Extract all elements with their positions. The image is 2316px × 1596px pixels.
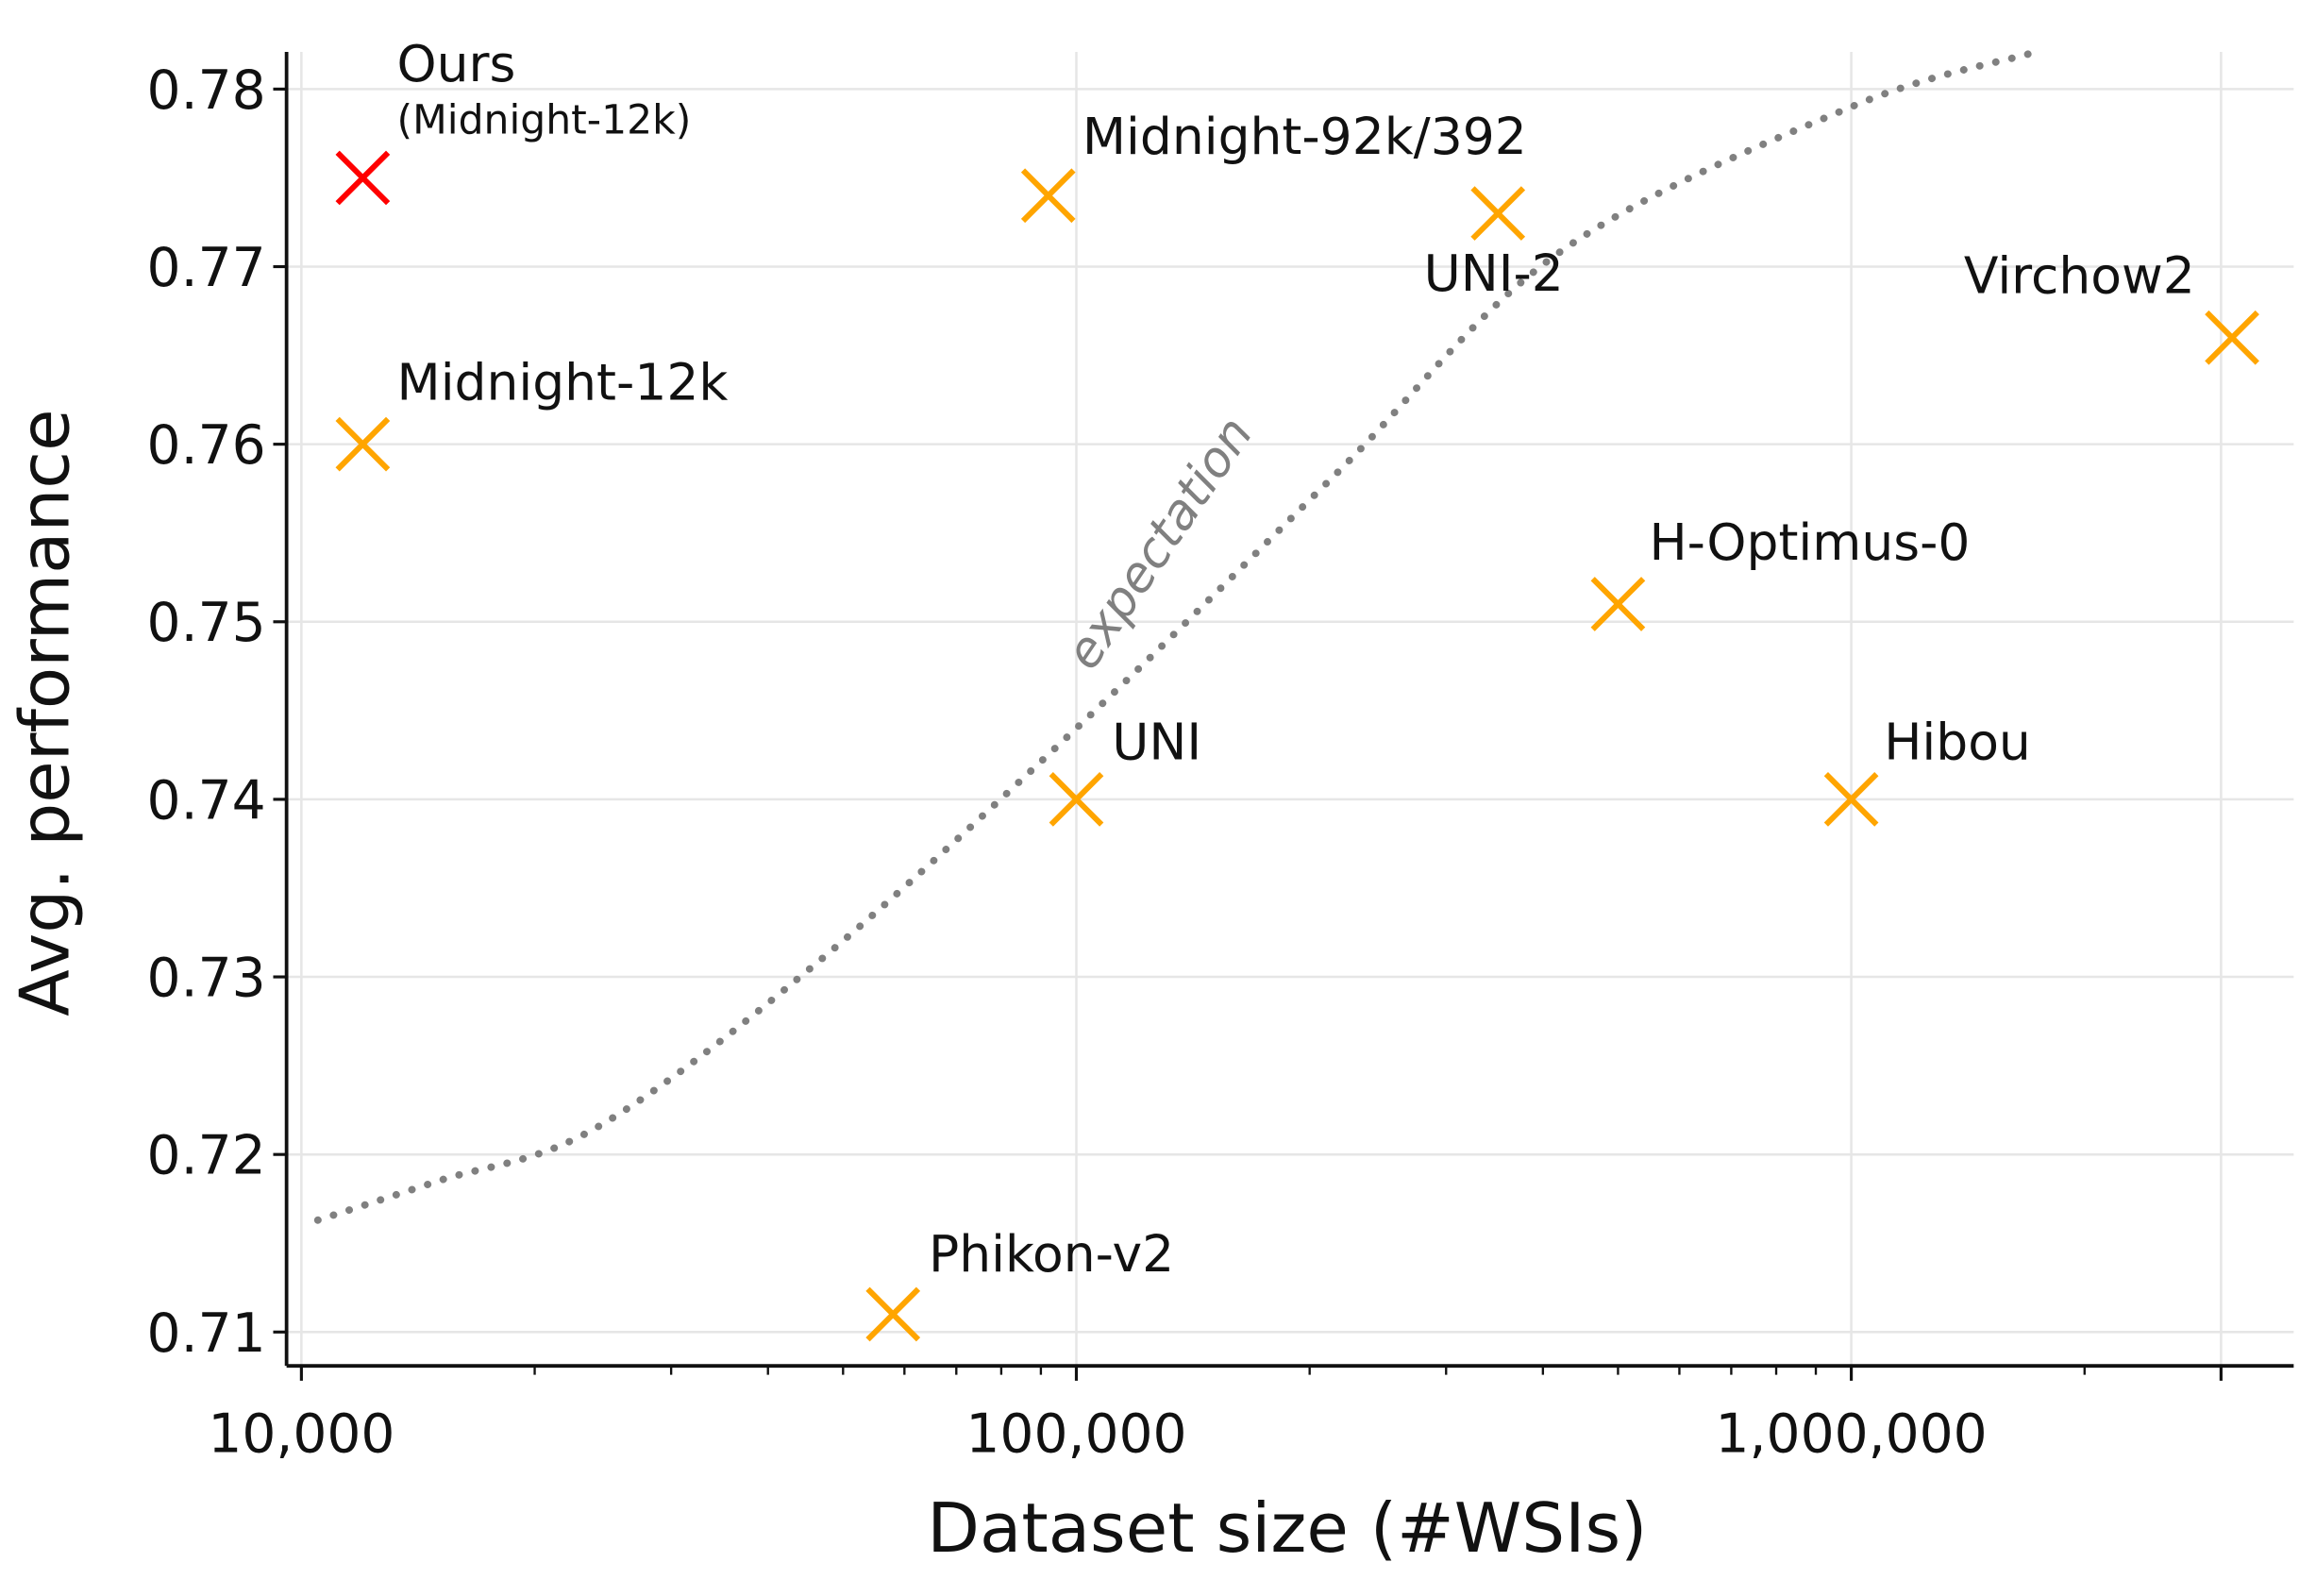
y-tick-label: 0.76 — [147, 414, 266, 477]
point-label: Ours — [397, 34, 516, 93]
data-point: Midnight-12k — [335, 352, 729, 472]
point-label: UNI — [1112, 712, 1201, 771]
x-marker — [335, 150, 391, 206]
data-point: UNI-2 — [1424, 186, 1564, 303]
point-label: H-Optimus-0 — [1649, 512, 1970, 572]
y-tick-label: 0.71 — [147, 1302, 266, 1365]
data-point: Midnight-92k/392 — [1020, 107, 1527, 224]
y-tick-label: 0.77 — [147, 237, 266, 299]
y-tick-label: 0.74 — [147, 769, 266, 832]
data-points: Ours(Midnight-12k) Midnight-12k Midnight-9… — [335, 34, 2259, 1342]
y-tick-label: 0.75 — [147, 592, 266, 654]
x-marker — [1590, 577, 1646, 631]
data-point: H-Optimus-0 — [1590, 512, 1970, 631]
axes — [284, 52, 2294, 1369]
y-tick-label: 0.72 — [147, 1125, 266, 1187]
data-point: Hibou — [1823, 712, 2031, 827]
data-point: UNI — [1049, 712, 1201, 827]
expectation-label: expectation — [1055, 407, 1265, 680]
point-label: Virchow2 — [1964, 246, 2195, 306]
x-marker — [335, 416, 391, 472]
point-label: Midnight-92k/392 — [1082, 107, 1527, 166]
ticks: 0.71 0.72 0.73 0.74 0.75 0.76 0.77 0.78 10,000 10… — [147, 59, 2223, 1465]
gridlines — [286, 52, 2294, 1367]
data-point: Virchow2 — [1964, 246, 2259, 365]
point-label: Midnight-12k — [397, 352, 729, 412]
x-marker — [1823, 772, 1879, 827]
x-tick-label: 10,000 — [208, 1403, 394, 1465]
expectation-curve — [313, 49, 2034, 1224]
point-label: Phikon-v2 — [929, 1224, 1174, 1284]
data-point: Phikon-v2 — [865, 1224, 1174, 1342]
x-marker — [1020, 168, 1076, 224]
point-label: UNI-2 — [1424, 244, 1564, 303]
x-marker — [1049, 772, 1104, 827]
y-tick-label: 0.78 — [147, 59, 266, 122]
point-sublabel: (Midnight-12k) — [397, 97, 692, 143]
data-point: Ours(Midnight-12k) — [335, 34, 692, 206]
x-tick-label: 1,000,000 — [1716, 1403, 1988, 1465]
x-tick-label: 100,000 — [965, 1403, 1186, 1465]
x-marker — [2205, 310, 2259, 365]
y-tick-label: 0.73 — [147, 947, 266, 1009]
x-marker — [1470, 186, 1526, 241]
y-axis-label: Avg. performance — [6, 409, 85, 1016]
x-marker — [865, 1286, 921, 1342]
point-label: Hibou — [1884, 712, 2031, 771]
x-axis-label: Dataset size (#WSIs) — [927, 1489, 1647, 1569]
